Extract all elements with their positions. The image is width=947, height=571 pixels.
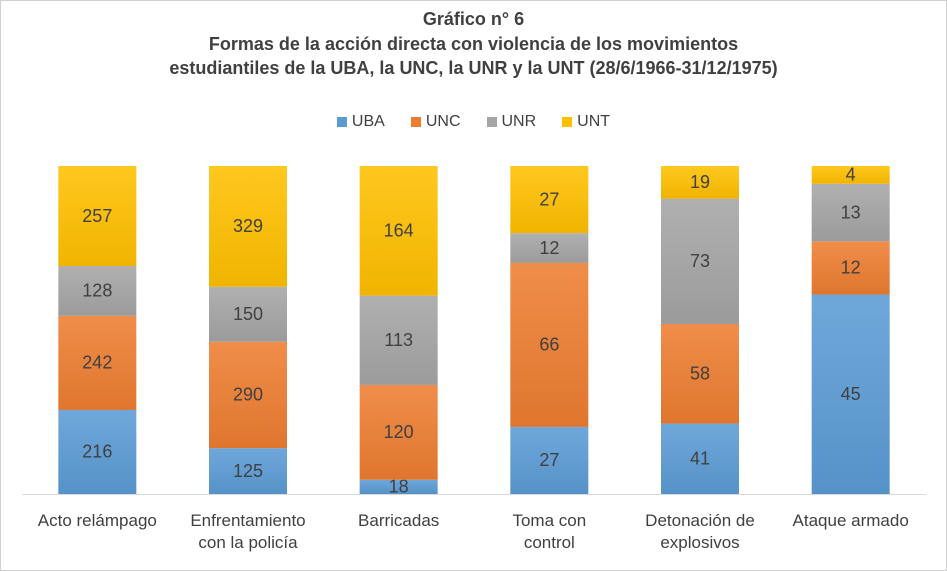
- category-label-4-line-1: explosivos: [660, 533, 739, 552]
- data-label-unr-5: 13: [841, 202, 861, 222]
- bar-segment-unc-3: [510, 262, 589, 427]
- data-label-unt-4: 19: [690, 172, 710, 192]
- bar-segment-unt-4: [661, 166, 739, 199]
- bar-segment-uba-5: [811, 294, 890, 494]
- data-label-unt-1: 329: [233, 216, 263, 236]
- chart-title-line-3: estudiantiles de la UBA, la UNC, la UNR …: [169, 58, 778, 78]
- legend-label-unt: UNT: [577, 113, 611, 130]
- legend-item-unt: UNT: [562, 113, 610, 131]
- data-label-unc-3: 66: [539, 335, 559, 355]
- bar-segment-uba-3: [510, 426, 589, 494]
- data-label-unt-2: 164: [384, 221, 414, 241]
- bar-segment-unr-5: [811, 183, 890, 242]
- bar-segment-unt-3: [510, 166, 589, 234]
- category-label-3-line-0: Toma con: [512, 511, 586, 530]
- data-label-uba-4: 41: [690, 449, 710, 469]
- bar-segment-unr-3: [510, 233, 589, 263]
- data-label-uba-0: 216: [82, 442, 112, 462]
- data-label-unt-0: 257: [82, 206, 112, 226]
- category-label-0-line-0: Acto relámpago: [38, 511, 157, 530]
- category-label-1-line-1: con la policía: [198, 533, 298, 552]
- data-label-unt-3: 27: [539, 189, 559, 209]
- bar-segment-unc-5: [811, 241, 890, 295]
- bar-segment-unt-2: [359, 166, 438, 296]
- bar-segment-unt-0: [58, 166, 137, 266]
- bar-segment-uba-2: [359, 479, 438, 494]
- category-label-2-line-0: Barricadas: [358, 511, 439, 530]
- category-label-1-line-0: Enfrentamiento: [190, 511, 305, 530]
- data-label-unt-5: 4: [846, 165, 856, 185]
- bar-segment-unr-2: [359, 295, 438, 385]
- bar-segment-uba-4: [661, 423, 739, 494]
- category-label-3-line-1: control: [524, 533, 575, 552]
- bar-segment-unc-4: [661, 323, 739, 424]
- legend-swatch-unc: [410, 117, 421, 127]
- bar-segment-unc-2: [359, 384, 438, 480]
- bar-segment-unr-0: [58, 266, 137, 316]
- chart-title-line-2: Formas de la acción directa con violenci…: [208, 34, 739, 54]
- bar-segment-unc-1: [209, 341, 287, 449]
- legend-swatch-uba: [336, 117, 347, 127]
- data-label-uba-3: 27: [539, 450, 559, 470]
- legend-label-unr: UNR: [501, 113, 537, 130]
- data-label-unr-3: 12: [539, 238, 559, 258]
- bar-segment-unr-1: [209, 286, 287, 342]
- category-label-5-line-0: Ataque armado: [793, 511, 909, 530]
- data-label-unc-1: 290: [233, 385, 263, 405]
- bar-segment-unr-4: [661, 198, 739, 324]
- bar-segment-unt-5: [811, 166, 890, 184]
- bar-segment-unc-0: [58, 315, 137, 410]
- legend-label-uba: UBA: [351, 113, 385, 130]
- chart-legend: UBA UNC UNR UNT: [0, 113, 947, 131]
- legend-swatch-unt: [562, 117, 573, 127]
- data-label-uba-2: 18: [389, 477, 409, 497]
- legend-item-unr: UNR: [486, 113, 537, 131]
- legend-item-unc: UNC: [410, 113, 461, 131]
- bar-segment-unt-1: [209, 166, 287, 287]
- data-label-uba-1: 125: [233, 461, 263, 481]
- data-label-unc-2: 120: [384, 422, 414, 442]
- data-label-unr-0: 128: [82, 281, 112, 301]
- data-label-unr-4: 73: [690, 251, 710, 271]
- bar-segment-uba-0: [58, 409, 137, 494]
- bar-segment-uba-1: [209, 448, 287, 494]
- data-label-unc-5: 12: [841, 258, 861, 278]
- legend-item-uba: UBA: [336, 113, 385, 131]
- data-label-uba-5: 45: [841, 384, 861, 404]
- legend-swatch-unr: [486, 117, 497, 127]
- data-label-unr-1: 150: [233, 304, 263, 324]
- data-label-unc-0: 242: [82, 353, 112, 373]
- data-label-unc-4: 58: [690, 364, 710, 384]
- data-label-unr-2: 113: [384, 330, 413, 350]
- legend-label-unc: UNC: [425, 113, 461, 130]
- chart-title-line-1: Gráfico n° 6: [422, 9, 525, 29]
- category-label-4-line-0: Detonación de: [645, 511, 755, 530]
